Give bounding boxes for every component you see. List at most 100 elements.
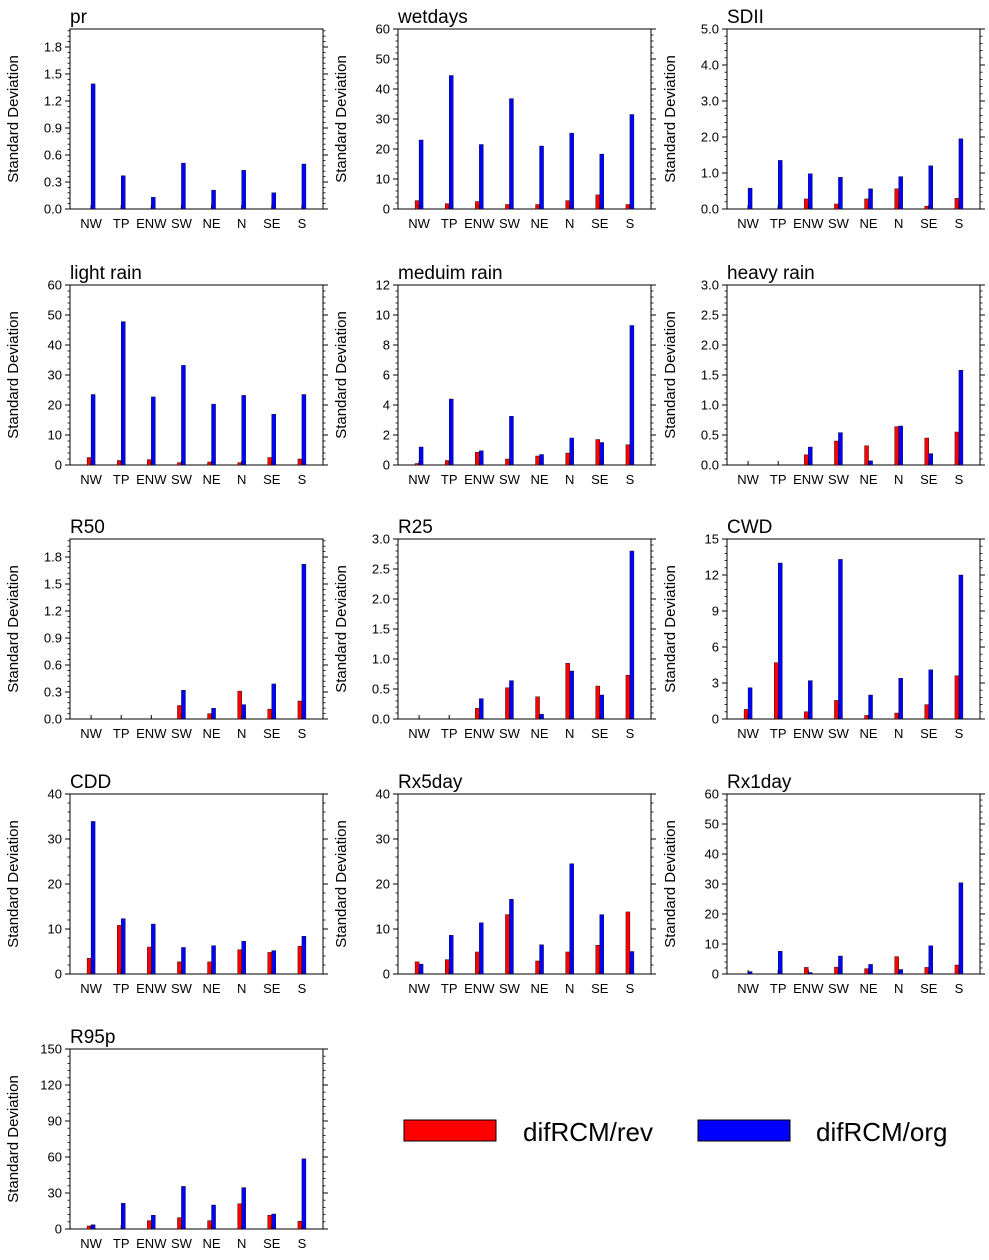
x-tick-label: SW (499, 216, 521, 231)
bar-org-S (629, 951, 635, 975)
y-tick-label: 90 (48, 1114, 62, 1129)
plot-frame (69, 1048, 324, 1230)
x-tick-label: NW (737, 472, 759, 487)
bar-org-ENW (808, 173, 813, 210)
chart-panel-0: pr Standard Deviation 0.0 0.3 0.6 0.9 1.2 1.5 1.… (5, 7, 328, 231)
bar-org-ENW (479, 144, 484, 210)
x-tick-label: ENW (464, 981, 495, 996)
x-tick-label: TP (770, 981, 787, 996)
y-tick-label: 0.0 (44, 712, 62, 727)
bar-org-ENW (479, 922, 484, 975)
x-tick-label: TP (441, 472, 458, 487)
bar-org-NW (90, 83, 96, 210)
y-tick-label: 40 (48, 787, 62, 802)
bar-rev-ENW (804, 967, 809, 975)
legend: difRCM/rev difRCM/org (403, 1117, 947, 1147)
chart-panel-12: R95p Standard Deviation 0 30 60 90 120 150 NW TP E… (5, 1027, 328, 1251)
bar-org-SE (928, 165, 933, 210)
y-tick-label: 1.2 (44, 94, 62, 109)
y-tick-label: 0 (383, 967, 390, 982)
bar-rev-SE (595, 685, 600, 720)
bar-rev-S (297, 700, 303, 720)
y-tick-label: 30 (705, 877, 719, 892)
x-tick-label: SW (171, 1236, 193, 1251)
y-tick-label: 10 (48, 922, 62, 937)
y-tick-label: 2.5 (372, 562, 390, 577)
bar-rev-SW (834, 966, 839, 975)
bar-org-SW (838, 177, 843, 210)
bar-rev-N (894, 188, 899, 210)
bar-rev-NE (535, 204, 540, 210)
bar-rev-N (894, 426, 899, 466)
bar-org-ENW (151, 396, 156, 466)
y-tick-label: 0.3 (44, 685, 62, 700)
bar-rev-ENW (475, 951, 480, 975)
plot-frame (69, 284, 324, 466)
x-tick-label: NW (737, 726, 759, 741)
x-tick-label: NE (860, 726, 878, 741)
bar-rev-S (954, 675, 960, 720)
bar-rev-NW (414, 463, 420, 466)
bar-org-N (241, 1187, 246, 1230)
bar-rev-NW (414, 200, 420, 210)
y-tick-label: 6 (383, 368, 390, 383)
x-tick-label: S (298, 981, 307, 996)
bar-org-S (958, 138, 964, 210)
bar-rev-NE (864, 445, 869, 466)
y-tick-label: 1.5 (44, 67, 62, 82)
y-axis-label: Standard Deviation (5, 1075, 22, 1203)
bar-org-SW (838, 559, 843, 720)
bar-org-SE (271, 1213, 276, 1230)
bar-rev-N (894, 956, 899, 975)
y-tick-label: 2.0 (701, 130, 719, 145)
x-tick-label: ENW (136, 472, 167, 487)
y-tick-label: 2 (383, 428, 390, 443)
bar-org-SW (181, 947, 186, 975)
bar-org-NE (539, 145, 544, 210)
bar-org-SW (509, 899, 514, 975)
bar-org-NE (539, 714, 544, 720)
x-tick-label: TP (113, 472, 130, 487)
x-tick-label: SW (828, 216, 850, 231)
chart-title: wetdays (397, 7, 468, 28)
y-tick-label: 40 (48, 338, 62, 353)
chart-panel-9: CDD Standard Deviation 0 10 20 30 40 NW TP ENW SW N… (5, 772, 328, 996)
y-tick-label: 10 (376, 172, 390, 187)
bar-org-S (629, 550, 635, 720)
y-tick-label: 20 (705, 907, 719, 922)
bar-org-S (629, 114, 635, 210)
bar-org-SE (599, 153, 604, 210)
y-tick-label: 0.9 (44, 121, 62, 136)
bar-rev-ENW (804, 711, 809, 720)
bar-org-TP (121, 1202, 126, 1230)
y-tick-label: 2.0 (701, 338, 719, 353)
bar-rev-TP (117, 925, 122, 975)
bar-rev-SE (924, 437, 929, 466)
y-tick-label: 10 (376, 922, 390, 937)
bar-rev-N (237, 690, 242, 720)
bar-org-TP (449, 935, 454, 975)
chart-title: Rx1day (727, 772, 792, 793)
plot-frame (397, 793, 652, 975)
plot-frame (397, 538, 652, 720)
bar-org-N (241, 940, 246, 975)
chart-panel-7: R25 Standard Deviation 0.0 0.5 1.0 1.5 2.0 2.5 3… (333, 517, 656, 741)
x-tick-label: NW (408, 472, 430, 487)
y-tick-label: 60 (376, 22, 390, 37)
y-tick-label: 5.0 (701, 22, 719, 37)
bar-rev-S (297, 945, 303, 975)
bar-org-TP (778, 951, 783, 975)
chart-panel-4: meduim rain Standard Deviation 0 2 4 6 8 10 12 NW… (333, 263, 656, 487)
bar-rev-SW (177, 462, 182, 466)
chart-panel-1: wetdays Standard Deviation 0 10 20 30 40 50 60 NW… (333, 7, 656, 231)
bar-rev-N (237, 1203, 242, 1230)
x-tick-label: NW (737, 981, 759, 996)
bar-org-NW (418, 139, 424, 210)
x-tick-label: ENW (793, 216, 824, 231)
bar-rev-ENW (475, 201, 480, 210)
bar-rev-TP (117, 460, 122, 466)
x-tick-label: TP (113, 981, 130, 996)
y-tick-label: 0.0 (372, 712, 390, 727)
chart-title: R25 (398, 517, 433, 538)
bar-org-NE (868, 188, 873, 210)
